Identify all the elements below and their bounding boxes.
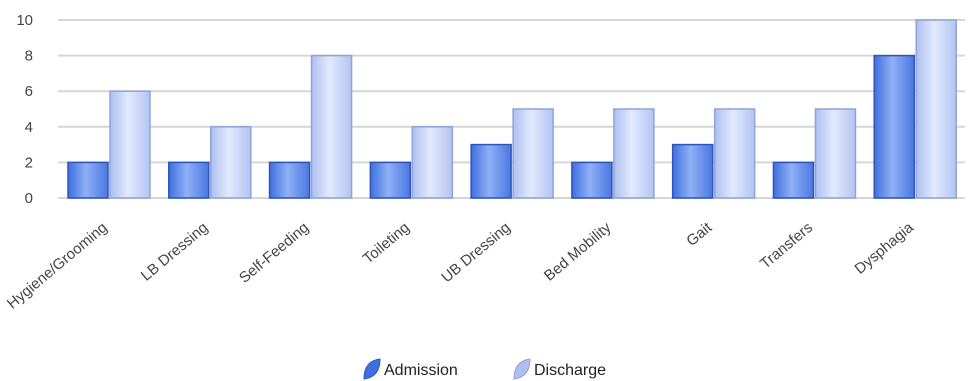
- legend-swatch-icon: [513, 358, 531, 380]
- bar-admission: [168, 161, 210, 199]
- bars: [67, 19, 957, 199]
- x-tick-label: Toileting: [360, 219, 413, 267]
- legend-swatch-icon: [363, 358, 381, 380]
- bar-discharge: [310, 54, 353, 199]
- y-axis-ticks: 0 2 4 6 8 10: [16, 12, 33, 207]
- x-tick-label: Bed Mobility: [541, 219, 615, 285]
- bar-admission: [772, 161, 815, 199]
- bar-admission: [67, 161, 109, 199]
- bar-admission: [470, 143, 512, 199]
- x-tick-label: LB Dressing: [138, 219, 212, 285]
- bar-discharge: [512, 108, 554, 199]
- bar-discharge: [210, 126, 252, 199]
- x-axis-ticks: Hygiene/Grooming LB Dressing Self-Feeding T…: [4, 219, 917, 313]
- x-tick-label: Transfers: [757, 219, 816, 272]
- x-tick-label: Dysphagia: [852, 219, 918, 278]
- bar-admission: [873, 54, 915, 199]
- bar-admission: [369, 161, 412, 199]
- y-tick-label: 2: [25, 154, 33, 171]
- x-tick-label: UB Dressing: [438, 219, 513, 286]
- legend: Admission Discharge: [363, 358, 606, 380]
- y-tick-label: 4: [25, 119, 33, 136]
- bar-discharge: [915, 19, 957, 199]
- legend-label: Discharge: [534, 362, 606, 379]
- x-tick-label: Gait: [683, 219, 716, 250]
- y-tick-label: 10: [16, 12, 33, 29]
- legend-label: Admission: [384, 362, 458, 379]
- bar-discharge: [713, 108, 756, 199]
- bar-discharge: [109, 90, 151, 199]
- bar-discharge: [613, 108, 655, 199]
- x-tick-label: Hygiene/Grooming: [4, 219, 111, 312]
- bar-admission: [671, 143, 714, 199]
- bar-admission: [571, 161, 613, 199]
- x-tick-label: Self-Feeding: [236, 219, 312, 287]
- bar-discharge: [814, 108, 857, 199]
- y-tick-label: 0: [25, 190, 33, 207]
- bar-discharge: [411, 126, 454, 199]
- y-tick-label: 6: [25, 83, 33, 100]
- legend-item-admission: Admission: [363, 358, 458, 380]
- bar-admission: [268, 161, 311, 199]
- legend-item-discharge: Discharge: [513, 358, 606, 380]
- y-tick-label: 8: [25, 48, 33, 65]
